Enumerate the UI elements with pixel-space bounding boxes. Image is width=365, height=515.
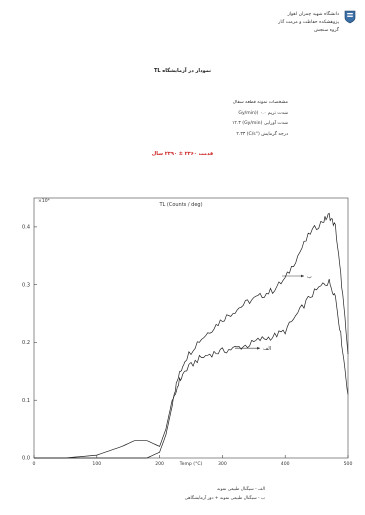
document-title: نمودار در آزمایشگاه TL (153, 68, 212, 74)
legend-line-1: الف - سیگنال طبیعی نمونه (216, 487, 265, 492)
age-result: قدمت ۲۳۶۰ ± ۲۳۹۰ سال (151, 151, 214, 157)
plot-frame (33, 197, 349, 459)
y-tick-label: 0.3 (22, 282, 30, 288)
sample-description: مشخصات نمونه قطعه سفال (232, 100, 288, 105)
chart-title: TL (Counts / deg) (158, 202, 202, 208)
annotation-label: الف (263, 346, 271, 352)
y-tick-label: 0.0 (22, 456, 30, 462)
x-tick-label: 0 (33, 461, 36, 467)
arrow-head (257, 346, 261, 350)
x-tick-label: 200 (155, 461, 164, 467)
legend-line-2: ب - سیگنال طبیعی نمونه + دوز آزمایشگاهی (184, 496, 265, 501)
x-tick-label: 500 (344, 461, 353, 467)
y-tick-label: 0.4 (22, 224, 30, 230)
header-line-3: گروه سنجش (314, 28, 339, 33)
heating-rate: درجه گرمایش (°C/s) ۲.۳۳ (236, 132, 288, 137)
x-axis-label: Temp (°C) (179, 461, 203, 467)
arrow-head (301, 274, 305, 278)
header-line-2: پژوهشکده حفاظت و مرمت آثار (278, 20, 339, 25)
x-tick-label: 100 (92, 461, 101, 467)
y-tick-label: 0.1 (22, 398, 30, 404)
tl-glow-curve-chart: 0.0 0.1 0.2 0.3 0.4 0 100 200 300 400 500 ×10⁴ Temp … (22, 197, 353, 467)
x-tick-label: 400 (281, 461, 290, 467)
x-tick-label: 300 (218, 461, 227, 467)
lab-dose-rate: شدت آورایی (Gy/min) ۱۲.۳ (231, 121, 288, 126)
dose-rate: شدت تریم Gy/min)) ۰.۰ (238, 111, 288, 116)
y-axis-label: ×10⁴ (38, 198, 50, 204)
university-logo-icon (344, 10, 356, 24)
header-line-1: دانشگاه شهید چمران اهواز (287, 12, 339, 17)
series-line-2 (34, 279, 349, 459)
annotation-label: ب (307, 274, 312, 280)
series-line-1 (34, 212, 349, 459)
y-tick-label: 0.2 (22, 340, 30, 346)
